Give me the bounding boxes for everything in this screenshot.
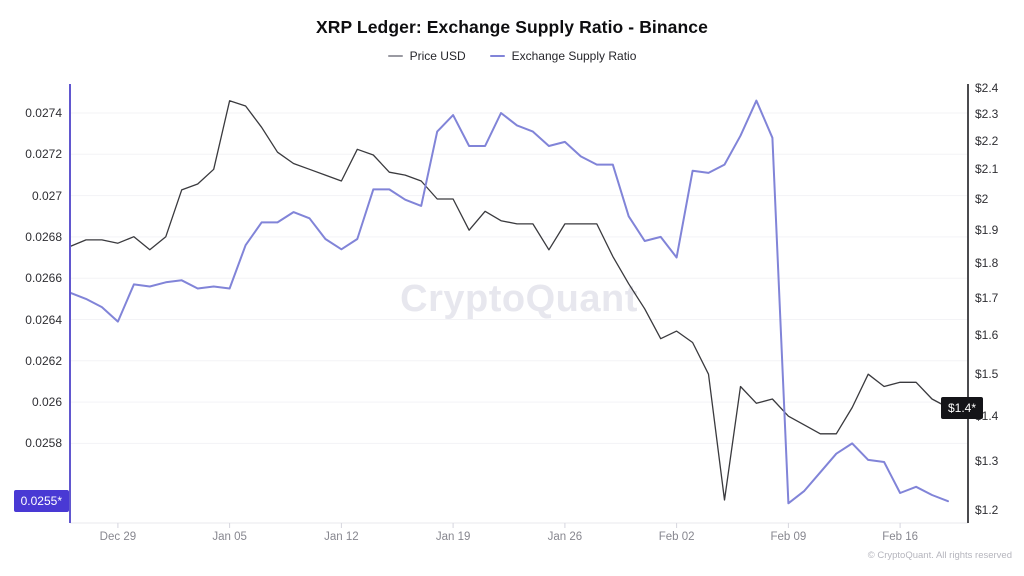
legend-label-exchange-supply-ratio: Exchange Supply Ratio [511, 49, 637, 63]
left-axis-tick-label: 0.027 [31, 188, 62, 203]
left-axis-tick-label: 0.0274 [25, 106, 62, 120]
left-axis-tick-label: 0.0258 [25, 436, 62, 451]
x-axis-tick-label: Jan 12 [324, 531, 359, 543]
price-current-value-badge: $1.4* [941, 397, 984, 419]
right-axis-tick-label: $1.8 [975, 256, 999, 271]
legend-label-price-usd: Price USD [409, 49, 466, 63]
right-axis-tick-label: $1.7 [975, 290, 999, 305]
chart-title: XRP Ledger: Exchange Supply Ratio - Bina… [316, 17, 708, 37]
x-axis-tick-label: Feb 02 [658, 531, 695, 543]
legend: Price USD Exchange Supply Ratio [0, 49, 1024, 63]
exchange-supply-ratio-line-marker [489, 55, 505, 57]
copyright-notice: © CryptoQuant. All rights reserved [867, 550, 1012, 561]
x-axis-tick-label: Jan 05 [212, 531, 247, 543]
right-axis-tick-label: $2.2 [975, 133, 999, 148]
right-axis-tick-label: $1.5 [975, 367, 999, 382]
right-axis-tick-label: $2.1 [975, 162, 999, 177]
right-axis-tick-label: $1.2 [975, 503, 999, 518]
left-axis-tick-label: 0.026 [31, 395, 62, 410]
right-axis-tick-label: $1.3 [975, 454, 999, 469]
right-axis-tick-label: $2 [975, 192, 989, 206]
x-axis-tick-label: Jan 19 [435, 531, 471, 543]
x-axis-tick-label: Dec 29 [99, 531, 137, 543]
price-usd-line-marker [387, 55, 403, 57]
x-axis-tick-label: Jan 26 [547, 531, 583, 543]
ratio-current-value-badge: 0.0255* [13, 490, 69, 512]
left-axis-tick-label: 0.0266 [25, 271, 62, 286]
legend-item-price-usd[interactable]: Price USD [387, 49, 466, 63]
right-axis-tick-label: $2.4 [975, 81, 999, 95]
price-usd-line[interactable] [69, 100, 949, 501]
right-axis-tick-label: $1.6 [975, 327, 999, 342]
left-axis-tick-label: 0.0262 [25, 353, 62, 368]
left-axis-tick-label: 0.0272 [25, 147, 62, 162]
exchange-supply-ratio-line[interactable] [69, 99, 949, 505]
x-axis-tick-label: Feb 09 [770, 531, 807, 543]
right-axis-tick-label: $2.3 [975, 106, 999, 121]
right-axis-tick-label: $1.9 [975, 223, 999, 238]
legend-item-exchange-supply-ratio[interactable]: Exchange Supply Ratio [489, 49, 637, 63]
left-axis-tick-label: 0.0264 [25, 312, 62, 327]
x-axis-tick-label: Feb 16 [882, 531, 918, 543]
left-axis-tick-label: 0.0268 [25, 229, 62, 244]
